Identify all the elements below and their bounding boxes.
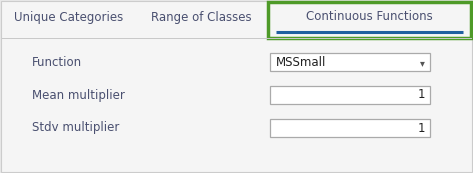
Bar <box>270 86 430 104</box>
Text: 1: 1 <box>418 89 425 102</box>
Text: Stdv multiplier: Stdv multiplier <box>32 121 119 134</box>
Bar <box>270 53 430 71</box>
Text: Function: Function <box>32 56 82 69</box>
Text: ▾: ▾ <box>420 58 424 68</box>
Text: Continuous Functions: Continuous Functions <box>306 11 433 24</box>
Bar <box>268 2 471 38</box>
Text: Unique Categories: Unique Categories <box>14 11 123 24</box>
Text: 1: 1 <box>418 121 425 134</box>
Bar <box>270 119 430 137</box>
Text: MSSmall: MSSmall <box>276 56 326 69</box>
Text: Range of Classes: Range of Classes <box>151 11 252 24</box>
Text: Mean multiplier: Mean multiplier <box>32 89 125 102</box>
